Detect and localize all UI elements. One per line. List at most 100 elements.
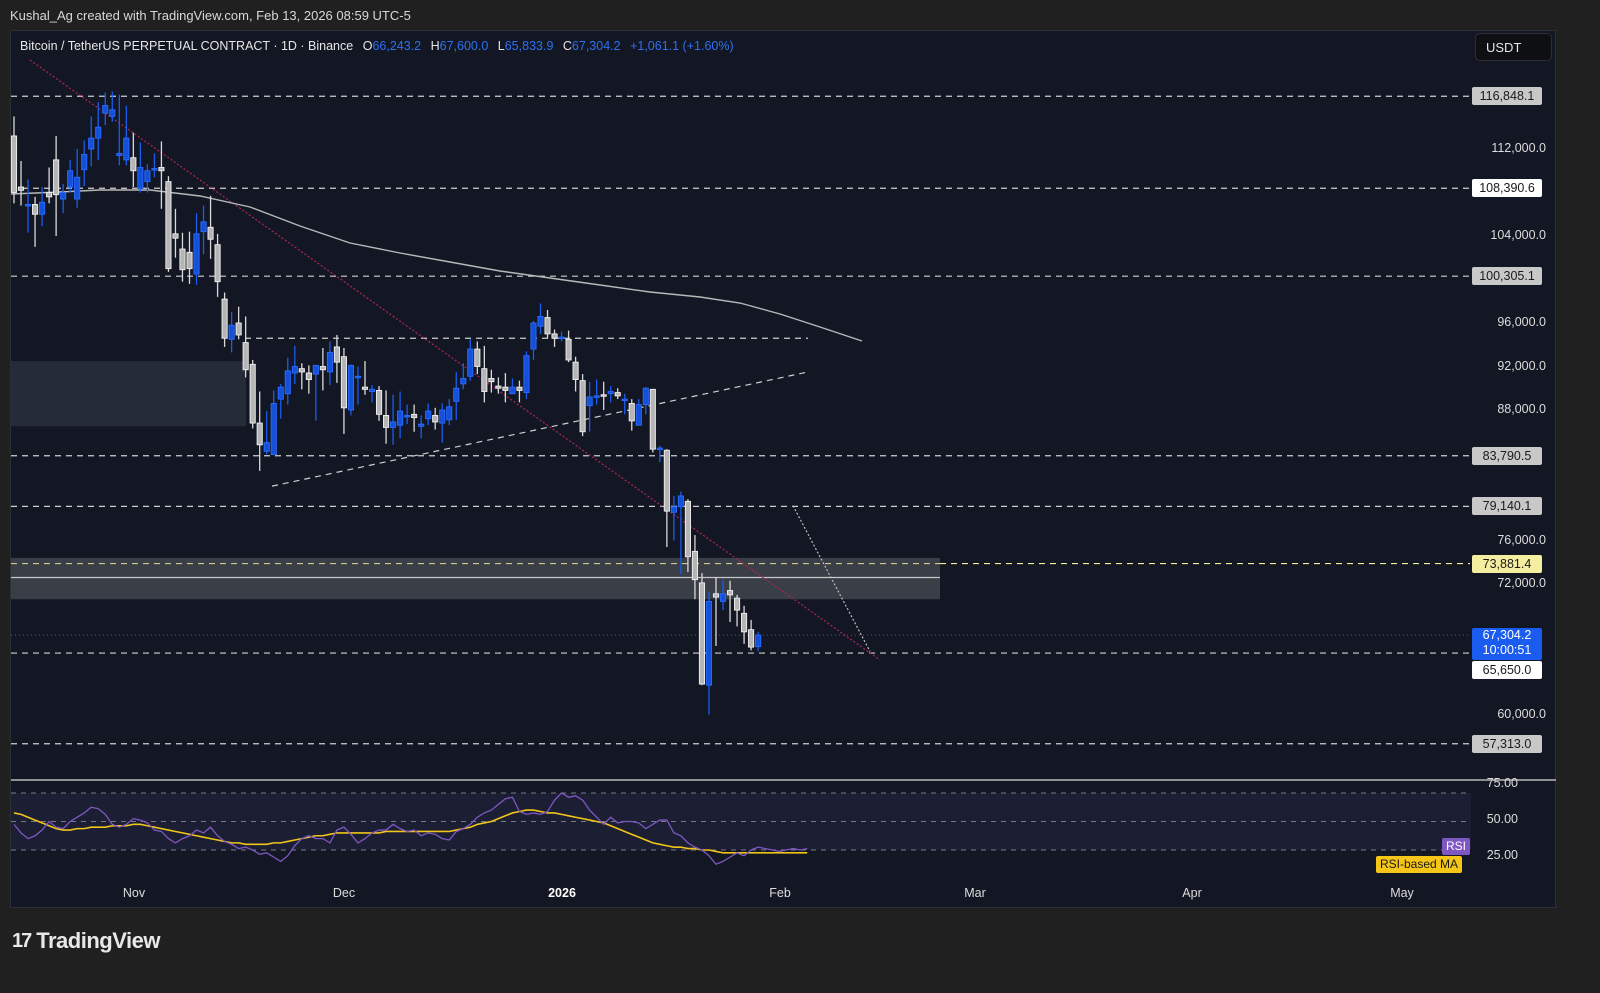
price-axis-label: 112,000.0 — [1491, 141, 1546, 155]
candle-body — [242, 342, 249, 371]
candle-body — [502, 386, 509, 391]
moving-average-line — [10, 189, 863, 342]
candle-body — [158, 167, 165, 172]
candle-body — [432, 414, 439, 423]
candle-body — [67, 170, 74, 188]
candle-body — [165, 181, 172, 270]
candle-body — [24, 204, 32, 207]
open-label: O — [362, 39, 373, 53]
time-axis-label: May — [1390, 886, 1414, 900]
candle-body — [649, 388, 656, 450]
candle-body — [256, 422, 263, 446]
candle-body — [509, 386, 516, 395]
price-level-tag: 79,140.1 — [1472, 497, 1542, 516]
candle-body — [523, 355, 530, 394]
price-level-tag: 83,790.5 — [1472, 446, 1542, 465]
candle-body — [263, 442, 270, 452]
rsi-axis-label: 50.00 — [1486, 812, 1518, 826]
candle-body — [305, 372, 312, 380]
candle-body — [368, 388, 376, 392]
candle-body — [375, 389, 383, 415]
rsi-axis-label: 75.00 — [1486, 776, 1518, 790]
candle-body — [726, 590, 734, 596]
candle-body — [481, 368, 488, 392]
candle-body — [326, 351, 333, 373]
candle-body — [705, 600, 713, 686]
candle-body — [172, 233, 179, 239]
candle-body — [614, 392, 621, 397]
candle-body — [621, 398, 628, 402]
candle-body — [691, 550, 698, 581]
candle-body — [663, 449, 670, 512]
candle-body — [755, 634, 762, 648]
candle-body — [453, 387, 460, 402]
price-axis-label: 88,000.0 — [1497, 402, 1546, 416]
price-level-tag: 100,305.1 — [1472, 267, 1542, 286]
supply-zone — [11, 361, 246, 427]
candle-body — [319, 366, 326, 371]
candle-body — [95, 126, 102, 139]
candle-body — [488, 378, 495, 383]
price-axis-label: 104,000.0 — [1490, 228, 1546, 242]
candle-body — [32, 204, 39, 215]
candle-body — [151, 168, 158, 171]
candle-body — [390, 421, 397, 428]
symbol-legend[interactable]: Bitcoin / TetherUS PERPETUAL CONTRACT · … — [20, 39, 734, 53]
candle-body — [628, 403, 635, 422]
candle-body — [207, 226, 214, 240]
candle-body — [418, 423, 425, 427]
candle-body — [411, 413, 418, 419]
candle-body — [298, 368, 305, 373]
candle-body — [193, 233, 200, 275]
time-axis-label: Feb — [769, 886, 791, 900]
candle-body — [565, 338, 572, 361]
short-trendline — [792, 505, 871, 652]
candle-body — [425, 410, 432, 420]
candle-body — [677, 495, 684, 508]
candle-body — [656, 447, 663, 451]
currency-button[interactable]: USDT — [1475, 33, 1552, 61]
low-label: L — [497, 39, 505, 53]
high-label: H — [430, 39, 440, 53]
candle-body — [354, 375, 362, 379]
candle-body — [439, 409, 446, 424]
candle-body — [284, 370, 291, 395]
candle-body — [270, 403, 277, 456]
price-axis-label: 60,000.0 — [1497, 706, 1546, 721]
last-price-tag: 67,304.2 10:00:51 — [1472, 628, 1542, 660]
candle-body — [291, 366, 298, 374]
candle-body — [537, 316, 544, 327]
candle-body — [74, 176, 81, 200]
rsi-tag: RSI — [1442, 838, 1471, 855]
candle-body — [116, 152, 123, 156]
descending-trendline — [29, 59, 881, 661]
time-axis-label: Mar — [964, 886, 986, 900]
rsi-ma-tag: RSI-based MA — [1376, 856, 1463, 873]
candle-body — [17, 186, 25, 191]
price-level-tag: 116,848.1 — [1472, 87, 1542, 106]
low-value: 65,833.9 — [504, 39, 554, 53]
candle-body — [88, 137, 95, 150]
candle-body — [404, 414, 411, 418]
candle-body — [467, 348, 474, 377]
candle-body — [593, 395, 600, 398]
close-value: 67,304.2 — [571, 39, 621, 53]
symbol-title[interactable]: Bitcoin / TetherUS PERPETUAL CONTRACT · … — [20, 39, 354, 53]
candle-body — [333, 346, 340, 363]
candle-body — [249, 363, 256, 424]
candle-body — [186, 251, 193, 270]
candle-body — [312, 364, 319, 375]
candle-body — [130, 157, 137, 172]
chart-frame[interactable] — [10, 30, 1556, 908]
candle-body — [221, 298, 228, 339]
candle-body — [544, 317, 551, 335]
candle-body — [635, 404, 642, 426]
candle-body — [698, 582, 706, 685]
price-level-tag: 108,390.6 — [1472, 179, 1542, 198]
candle-body — [572, 361, 579, 380]
candle-body — [179, 248, 186, 271]
time-axis-label: Nov — [122, 886, 146, 900]
candle-body — [53, 159, 60, 196]
tradingview-logo[interactable]: 17 TradingView — [12, 928, 160, 954]
